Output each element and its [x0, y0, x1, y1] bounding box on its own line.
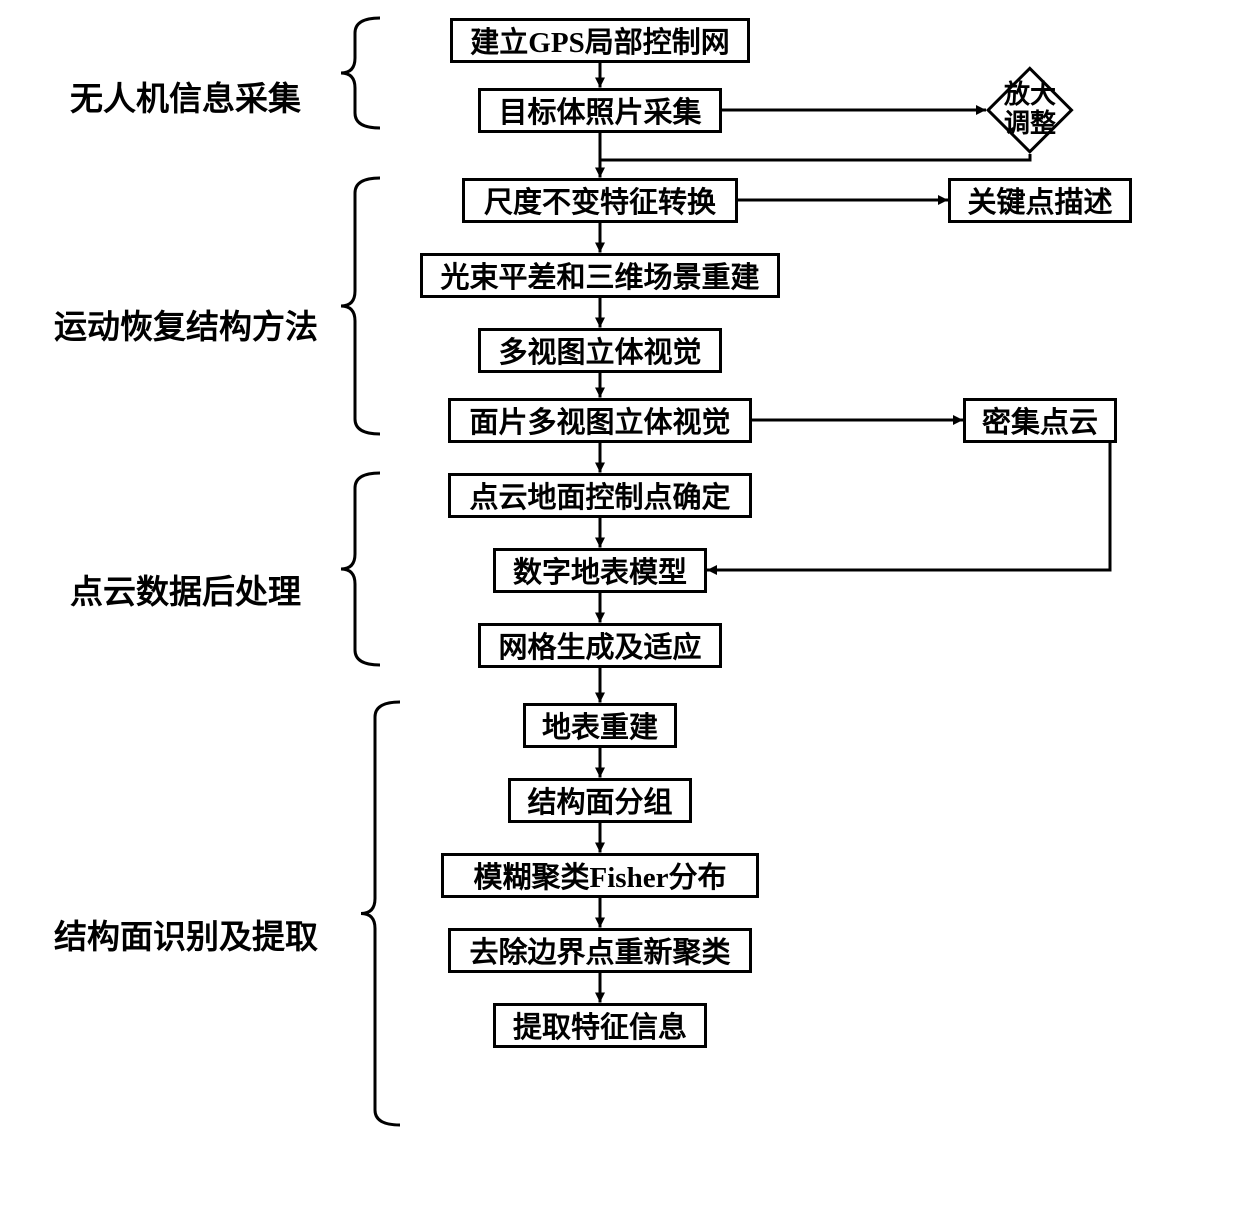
node-gcp: 点云地面控制点确定: [448, 473, 752, 518]
node-mesh: 网格生成及适应: [478, 623, 722, 668]
node-struct-group: 结构面分组: [508, 778, 692, 823]
node-extract-features: 提取特征信息: [493, 1003, 707, 1048]
node-gps-network: 建立GPS局部控制网: [450, 18, 750, 63]
node-photo-collect: 目标体照片采集: [478, 88, 722, 133]
section-label-uav: 无人机信息采集: [70, 72, 301, 120]
node-bundle-adjust: 光束平差和三维场景重建: [420, 253, 780, 298]
node-surface-rebuild: 地表重建: [523, 703, 677, 748]
section-label-extract: 结构面识别及提取: [54, 910, 318, 958]
section-label-sfm: 运动恢复结构方法: [54, 300, 318, 348]
node-dense-cloud: 密集点云: [963, 398, 1117, 443]
node-sift: 尺度不变特征转换: [462, 178, 738, 223]
node-keypoint-desc: 关键点描述: [948, 178, 1132, 223]
node-remove-recluster: 去除边界点重新聚类: [448, 928, 752, 973]
section-label-postproc: 点云数据后处理: [70, 565, 301, 613]
diamond-line2: 调整: [1004, 109, 1056, 138]
node-pmvs: 面片多视图立体视觉: [448, 398, 752, 443]
decision-zoom-adjust: 放大 调整: [986, 66, 1074, 154]
node-fuzzy-fisher: 模糊聚类Fisher分布: [441, 853, 759, 898]
diamond-text: 放大 调整: [1004, 81, 1056, 138]
diamond-line1: 放大: [1004, 80, 1056, 109]
node-mvs: 多视图立体视觉: [478, 328, 722, 373]
node-dsm: 数字地表模型: [493, 548, 707, 593]
